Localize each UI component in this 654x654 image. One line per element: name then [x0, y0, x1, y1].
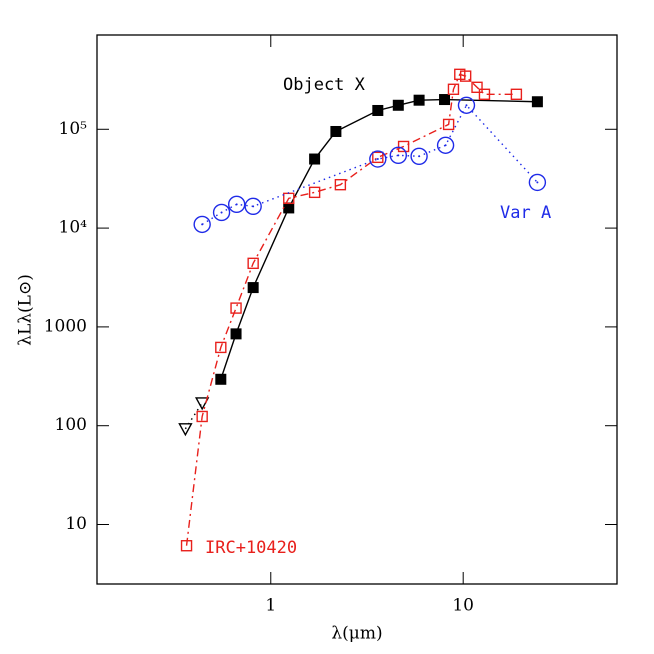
marker	[330, 125, 342, 137]
marker	[436, 136, 455, 154]
marker	[283, 202, 295, 214]
x-axis-label: λ(μm)	[331, 624, 382, 644]
x-tick-label: 10	[452, 596, 474, 616]
marker	[478, 88, 491, 100]
marker	[308, 186, 321, 199]
marker	[410, 147, 428, 165]
marker	[196, 410, 208, 423]
marker-dot	[418, 155, 421, 158]
marker-dot	[235, 203, 238, 206]
marker	[397, 140, 410, 153]
y-tick-label: 10⁵	[59, 119, 88, 139]
y-tick-label: 10	[65, 514, 87, 534]
marker	[389, 146, 407, 165]
y-tick-label: 10⁴	[59, 218, 88, 238]
marker	[230, 302, 242, 314]
x-tick-label: 1	[265, 596, 276, 616]
series-label: Object X	[283, 75, 366, 95]
series-line	[220, 98, 538, 380]
marker	[413, 94, 425, 106]
marker	[531, 96, 543, 108]
marker	[372, 151, 384, 164]
marker-dot	[444, 144, 447, 147]
marker-dot	[465, 104, 468, 107]
marker	[334, 178, 347, 191]
marker	[194, 397, 210, 411]
series-label: IRC+10420	[205, 538, 297, 558]
marker	[510, 88, 523, 100]
marker	[392, 99, 404, 111]
marker-dot	[252, 205, 255, 208]
marker	[227, 195, 246, 214]
marker-dot	[201, 223, 204, 226]
y-tick-label: 100	[55, 415, 87, 435]
marker	[471, 81, 483, 94]
marker-dot	[376, 158, 379, 161]
y-tick-label: 1000	[44, 316, 87, 336]
marker	[244, 197, 262, 216]
marker	[369, 150, 387, 168]
marker	[212, 203, 231, 222]
series-line	[184, 402, 203, 430]
y-axis-label: λLλ(L⊙)	[16, 274, 36, 346]
marker	[178, 423, 193, 437]
series-line	[185, 73, 517, 546]
marker-dot	[220, 211, 223, 214]
marker	[193, 215, 211, 234]
marker	[459, 70, 472, 82]
marker	[439, 94, 451, 106]
plot-frame	[96, 34, 618, 585]
marker	[457, 96, 476, 114]
marker	[528, 173, 547, 192]
marker	[215, 373, 227, 385]
marker	[215, 341, 227, 354]
series-label: Var A	[500, 203, 551, 223]
marker	[372, 104, 384, 116]
marker	[454, 68, 466, 81]
marker	[230, 328, 242, 340]
marker	[309, 153, 321, 165]
marker	[247, 257, 259, 270]
marker-dot	[536, 181, 539, 184]
marker	[180, 540, 193, 552]
marker	[447, 83, 460, 95]
marker	[247, 282, 259, 294]
marker	[442, 118, 455, 131]
marker-dot	[397, 154, 400, 157]
